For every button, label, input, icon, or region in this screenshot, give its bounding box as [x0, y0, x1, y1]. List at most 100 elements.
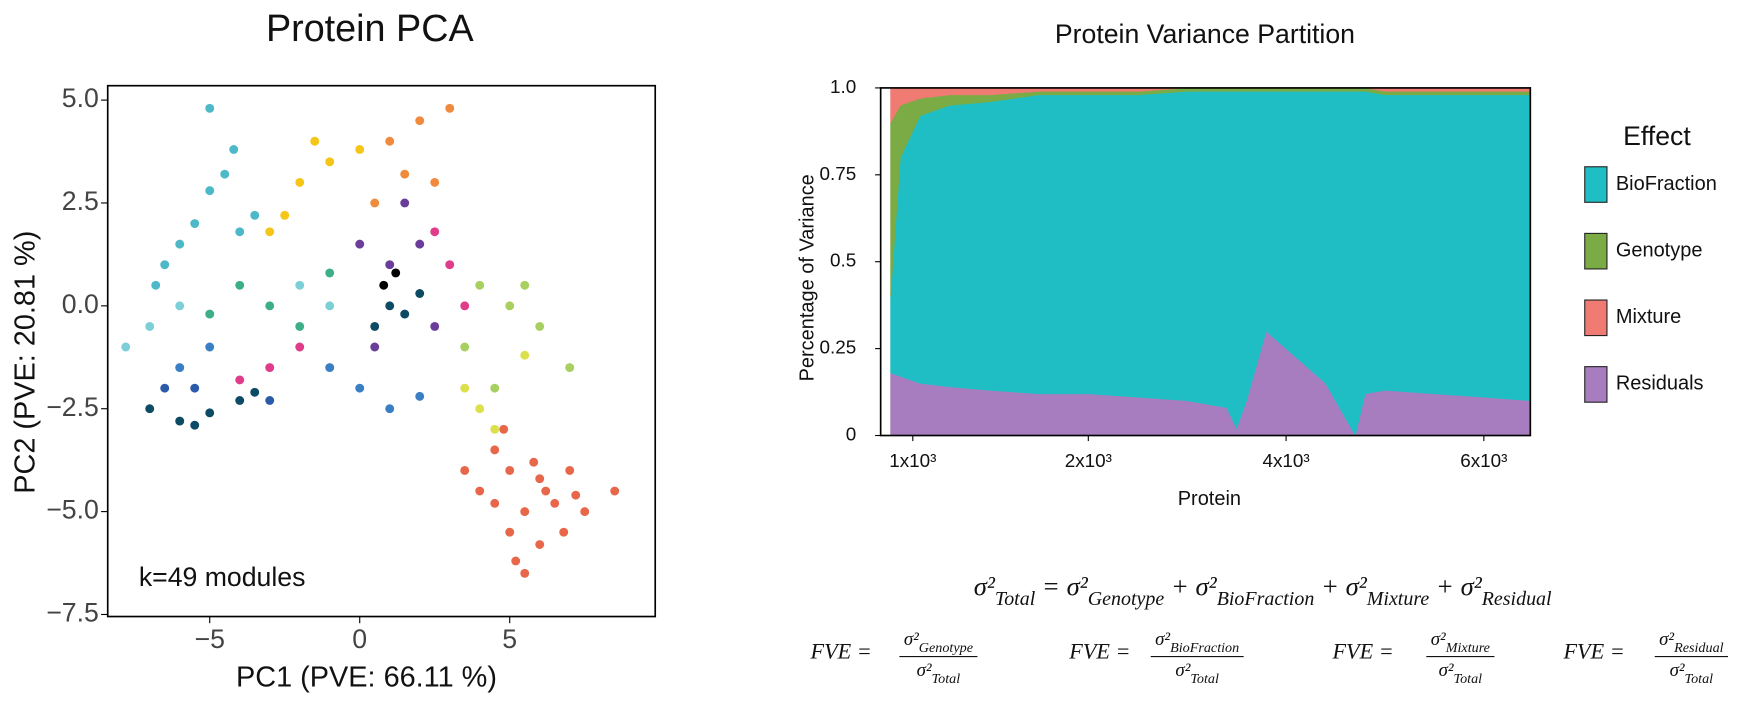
equation: σ²Total	[1670, 660, 1714, 687]
point	[430, 227, 440, 237]
point	[205, 103, 215, 113]
point	[529, 457, 539, 467]
point	[535, 540, 545, 549]
y-tick-label: 0.75	[820, 163, 857, 184]
point	[265, 227, 275, 237]
point	[385, 136, 395, 146]
point	[445, 260, 455, 270]
point	[235, 280, 245, 290]
point	[145, 404, 155, 414]
equation: σ²Total	[917, 660, 961, 687]
point	[250, 387, 260, 397]
point	[205, 309, 215, 319]
point	[445, 103, 455, 113]
point	[430, 321, 440, 331]
point	[550, 498, 560, 508]
point	[175, 416, 185, 426]
point	[520, 350, 530, 360]
x-tick-label: 0	[352, 624, 367, 654]
point	[520, 568, 530, 578]
x-axis-label: PC1 (PVE: 66.11 %)	[236, 661, 497, 693]
point	[580, 507, 590, 517]
point	[295, 177, 305, 187]
point	[265, 301, 275, 311]
y-tick-label: 1.0	[830, 76, 856, 97]
x-tick-label: 6x10³	[1460, 450, 1507, 471]
chart-title: Protein PCA	[266, 7, 475, 49]
y-tick-label: −2.5	[46, 392, 99, 422]
equation: σ²Genotype	[904, 629, 973, 656]
point	[151, 280, 161, 290]
point	[175, 363, 185, 373]
legend-label: Mixture	[1616, 306, 1681, 328]
point	[520, 507, 530, 517]
y-tick-label: 0.25	[820, 337, 857, 358]
point	[475, 486, 485, 496]
point	[370, 342, 380, 352]
point	[295, 321, 305, 331]
y-axis-label: Percentage of Variance	[797, 174, 819, 381]
point	[499, 424, 509, 434]
fve-label: FVE =	[810, 638, 872, 663]
point	[505, 527, 515, 537]
point	[415, 116, 425, 126]
point	[385, 301, 395, 311]
x-tick-label: 2x10³	[1065, 450, 1112, 471]
point	[385, 404, 395, 414]
fve-label: FVE =	[1562, 638, 1624, 663]
point	[190, 420, 200, 430]
point	[355, 239, 365, 249]
point	[565, 466, 575, 475]
legend-swatch	[1584, 366, 1608, 403]
point	[160, 383, 170, 393]
point	[280, 210, 290, 220]
point	[190, 219, 200, 228]
point	[520, 280, 530, 290]
point	[235, 375, 245, 385]
chart-title: Protein Variance Partition	[1055, 19, 1355, 49]
point	[295, 280, 305, 290]
equation: σ²Residual	[1659, 629, 1724, 656]
y-tick-label: −7.5	[46, 598, 99, 628]
equation: σ²Total	[1439, 660, 1483, 687]
y-tick-label: −5.0	[46, 495, 99, 525]
plot-frame	[106, 84, 657, 618]
y-tick-label: 5.0	[62, 83, 99, 113]
point	[415, 391, 425, 401]
equation: σ²BioFraction	[1155, 629, 1239, 656]
point	[295, 342, 305, 352]
y-tick-label: 0.0	[62, 289, 99, 319]
point	[175, 239, 185, 249]
legend-swatch	[1584, 166, 1608, 203]
y-tick-label: 0	[846, 423, 857, 444]
point	[205, 186, 215, 196]
y-tick-label: 0.5	[830, 250, 856, 271]
point	[535, 474, 545, 484]
area	[890, 91, 1531, 437]
point	[460, 383, 470, 393]
point	[511, 556, 521, 566]
x-tick-label: −5	[195, 624, 225, 654]
point	[559, 527, 569, 537]
point	[250, 210, 260, 220]
point	[400, 309, 410, 319]
point	[400, 169, 410, 179]
point	[205, 342, 215, 352]
point	[571, 490, 581, 500]
point	[325, 268, 335, 278]
point	[400, 198, 410, 208]
point	[235, 227, 245, 237]
point	[460, 342, 470, 352]
point	[355, 145, 365, 154]
legend-label: Genotype	[1616, 239, 1703, 261]
point	[229, 145, 239, 154]
point	[370, 321, 380, 331]
point	[535, 321, 545, 331]
point	[310, 136, 320, 146]
equation: σ²Total = σ²Genotype + σ²BioFraction + σ…	[974, 571, 1552, 609]
point	[370, 198, 380, 208]
point	[205, 408, 215, 418]
point	[415, 289, 425, 298]
point	[220, 169, 230, 179]
